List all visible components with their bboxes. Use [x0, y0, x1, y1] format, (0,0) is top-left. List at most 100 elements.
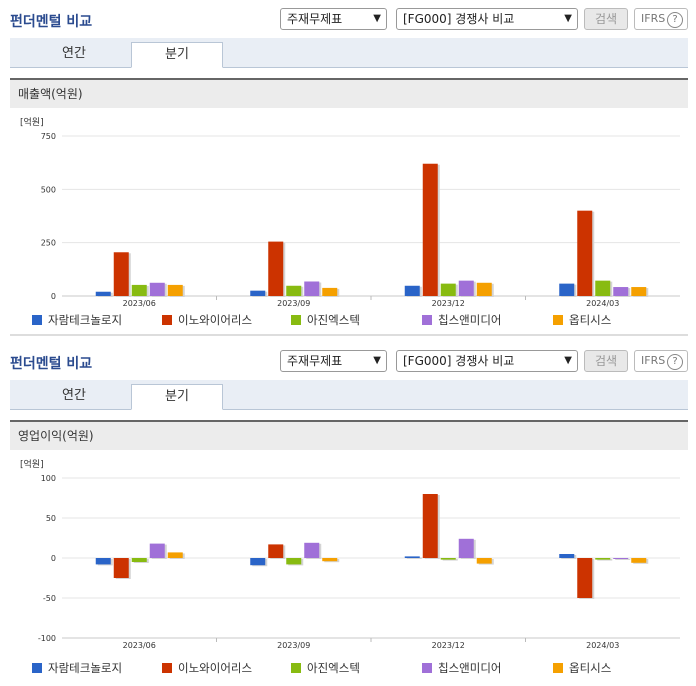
bar: [131, 284, 147, 296]
legend-label: 칩스앤미디어: [438, 313, 501, 327]
select-value: 주재무제표: [287, 12, 343, 26]
x-tick-label: 2023/06: [123, 299, 156, 308]
legend-label: 옵티시스: [569, 313, 611, 327]
bar: [613, 558, 629, 559]
search-button[interactable]: 검색: [584, 350, 628, 372]
legend-label: 이노와이어리스: [178, 313, 252, 327]
chevron-down-icon: ▼: [564, 13, 572, 24]
comparison-group-select[interactable]: [FG000] 경쟁사 비교 ▼: [396, 350, 578, 372]
search-button[interactable]: 검색: [584, 8, 628, 30]
chart-svg: [억원] -100 -50 0 50 100 2023/06 2023/09 2023/12 20…: [20, 458, 680, 675]
panel-title: 펀더멘털 비교: [10, 356, 93, 372]
revenue-chart: [억원] 0 250 500 750 2023/06 2023/09 2023/12 2024/…: [10, 108, 688, 336]
section-title: 영업이익(억원): [10, 420, 688, 450]
bar: [458, 280, 474, 296]
panel-header: 펀더멘털 비교 주재무제표 ▼ [FG000] 경쟁사 비교 ▼ 검색 IFRS…: [0, 0, 696, 36]
x-tick-label: 2024/03: [586, 641, 619, 650]
legend-label: 아진엑스텍: [307, 661, 360, 675]
bar: [167, 552, 183, 558]
tab-annual[interactable]: 연간: [62, 388, 86, 403]
legend-swatch: [162, 663, 172, 673]
legend-swatch: [553, 663, 563, 673]
ifrs-help-button[interactable]: IFRS ?: [634, 8, 688, 30]
comparison-group-select[interactable]: [FG000] 경쟁사 비교 ▼: [396, 8, 578, 30]
x-tick-label: 2023/06: [123, 641, 156, 650]
statement-type-select[interactable]: 주재무제표 ▼: [280, 8, 387, 30]
bar: [286, 558, 302, 565]
bar: [250, 558, 266, 566]
bar: [113, 558, 129, 578]
y-unit-label: [억원]: [20, 458, 44, 470]
bar: [268, 544, 284, 558]
bar: [167, 284, 183, 296]
legend-swatch: [422, 315, 432, 325]
bar: [286, 285, 302, 296]
bar: [268, 241, 284, 296]
bar: [404, 556, 420, 558]
statement-type-select[interactable]: 주재무제표 ▼: [280, 350, 387, 372]
y-tick-label: -50: [43, 594, 56, 603]
bar-shadow: [406, 557, 422, 559]
legend-swatch: [291, 663, 301, 673]
bar-shadow: [597, 559, 613, 561]
bar: [577, 210, 593, 296]
bar: [476, 558, 492, 564]
bar: [131, 558, 147, 562]
chart-svg: [억원] 0 250 500 750 2023/06 2023/09 2023/12 2024/…: [20, 116, 680, 327]
tab-annual[interactable]: 연간: [62, 46, 86, 61]
period-tabs: 연간 분기: [10, 380, 688, 410]
chevron-down-icon: ▼: [373, 355, 381, 366]
bar: [631, 287, 647, 296]
bar: [422, 494, 438, 558]
period-tabs: 연간 분기: [10, 38, 688, 68]
bar: [595, 280, 611, 296]
chevron-down-icon: ▼: [373, 13, 381, 24]
legend-swatch: [553, 315, 563, 325]
x-tick-label: 2023/12: [432, 299, 465, 308]
operating-income-chart: [억원] -100 -50 0 50 100 2023/06 2023/09 2023/12 20…: [10, 450, 688, 682]
bar: [577, 558, 593, 598]
legend-swatch: [32, 663, 42, 673]
panel-title: 펀더멘털 비교: [10, 14, 93, 30]
y-tick-label: -100: [38, 634, 56, 643]
bar-shadow: [442, 559, 458, 561]
ifrs-help-button[interactable]: IFRS ?: [634, 350, 688, 372]
legend-swatch: [422, 663, 432, 673]
bar: [458, 538, 474, 558]
bar: [422, 163, 438, 296]
select-value: [FG000] 경쟁사 비교: [403, 354, 515, 368]
bar: [250, 290, 266, 296]
ifrs-label: IFRS: [641, 12, 666, 25]
bar: [95, 291, 111, 296]
bar: [322, 287, 338, 296]
y-tick-label: 0: [51, 554, 56, 563]
y-tick-label: 250: [41, 239, 56, 248]
select-value: [FG000] 경쟁사 비교: [403, 12, 515, 26]
tab-quarterly[interactable]: 분기: [131, 384, 223, 410]
legend-swatch: [291, 315, 301, 325]
legend-label: 이노와이어리스: [178, 661, 252, 675]
bar: [304, 542, 320, 558]
question-circle-icon: ?: [667, 354, 683, 370]
y-tick-label: 500: [41, 185, 56, 194]
tab-quarterly[interactable]: 분기: [131, 42, 223, 68]
bar: [322, 558, 338, 562]
bar: [595, 558, 611, 560]
chevron-down-icon: ▼: [564, 355, 572, 366]
bar: [631, 558, 647, 563]
question-circle-icon: ?: [667, 12, 683, 28]
bar: [559, 283, 575, 296]
x-tick-label: 2024/03: [586, 299, 619, 308]
bar-shadow: [615, 559, 631, 560]
legend-label: 칩스앤미디어: [438, 661, 501, 675]
x-tick-label: 2023/09: [277, 641, 310, 650]
bar: [440, 283, 456, 296]
bar: [304, 281, 320, 296]
bar: [613, 287, 629, 296]
bar: [149, 282, 165, 296]
bar: [404, 285, 420, 296]
legend-swatch: [162, 315, 172, 325]
fundamental-panel-revenue: 펀더멘털 비교 주재무제표 ▼ [FG000] 경쟁사 비교 ▼ 검색 IFRS…: [0, 0, 696, 340]
y-tick-label: 100: [41, 474, 56, 483]
bar: [440, 558, 456, 560]
